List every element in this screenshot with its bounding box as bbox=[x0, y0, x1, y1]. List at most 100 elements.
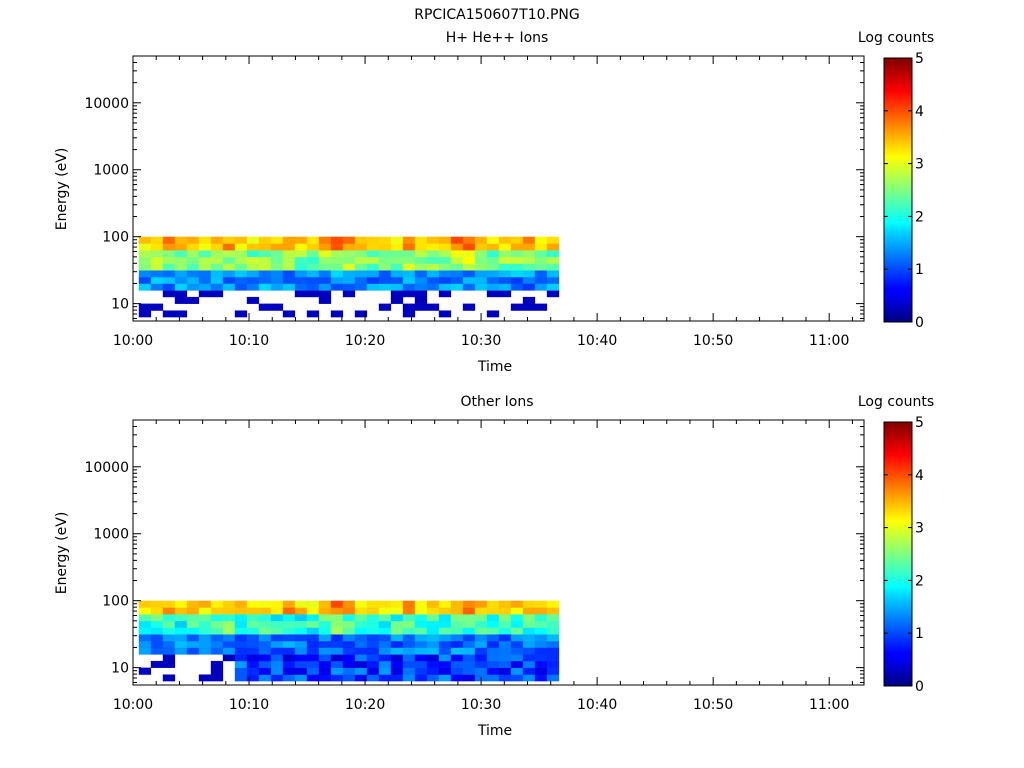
heatmap-cell bbox=[210, 620, 224, 628]
colorbar-gradient bbox=[883, 57, 913, 323]
heatmap-cell bbox=[186, 614, 200, 622]
heatmap-cell bbox=[258, 634, 272, 642]
heatmap-cell bbox=[366, 667, 380, 675]
heatmap-cell bbox=[210, 667, 224, 675]
heatmap-cell bbox=[486, 263, 500, 271]
heatmap-cell bbox=[150, 256, 164, 264]
colorbar-gradient bbox=[883, 421, 913, 687]
heatmap-cell bbox=[318, 283, 332, 291]
x-tick-label: 10:00 bbox=[113, 697, 153, 713]
heatmap-cell bbox=[318, 660, 332, 668]
heatmap-cell bbox=[462, 250, 476, 258]
heatmap-cell bbox=[246, 296, 260, 304]
heatmap-cell bbox=[306, 276, 320, 284]
heatmap-cell bbox=[522, 654, 536, 662]
heatmap-cell bbox=[402, 647, 416, 655]
heatmap-cell bbox=[426, 607, 440, 615]
heatmap-cell bbox=[210, 627, 224, 635]
heatmap-cell bbox=[198, 276, 212, 284]
heatmap-cell bbox=[222, 614, 236, 622]
heatmap-cell bbox=[138, 647, 152, 655]
heatmap-cell bbox=[330, 640, 344, 648]
heatmap-cell bbox=[390, 627, 404, 635]
heatmap-cell bbox=[522, 236, 536, 244]
heatmap-cell bbox=[186, 250, 200, 258]
heatmap-cell bbox=[390, 270, 404, 278]
heatmap-cell bbox=[450, 283, 464, 291]
heatmap-cell bbox=[474, 270, 488, 278]
heatmap-cell bbox=[174, 647, 188, 655]
heatmap-cell bbox=[294, 256, 308, 264]
colorbar-tick-label: 0 bbox=[915, 679, 924, 695]
heatmap-cell bbox=[282, 667, 296, 675]
heatmap-cell bbox=[450, 276, 464, 284]
heatmap-cell bbox=[498, 283, 512, 291]
heatmap-cell bbox=[306, 250, 320, 258]
heatmap-cell bbox=[294, 634, 308, 642]
heatmap-cell bbox=[186, 243, 200, 251]
heatmap-cell bbox=[234, 640, 248, 648]
heatmap-cell bbox=[390, 600, 404, 608]
heatmap-cell bbox=[546, 667, 560, 675]
heatmap-cell bbox=[378, 660, 392, 668]
heatmap-cell bbox=[318, 627, 332, 635]
heatmap-cell bbox=[390, 256, 404, 264]
heatmap-cell bbox=[198, 620, 212, 628]
heatmap-cell bbox=[510, 660, 524, 668]
heatmap-cell bbox=[414, 674, 428, 682]
colorbar: 0 1 2 3 4 5 Log counts bbox=[858, 394, 934, 695]
heatmap-cell bbox=[198, 634, 212, 642]
heatmap-cell bbox=[258, 283, 272, 291]
heatmap-cell bbox=[510, 283, 524, 291]
y-tick-label: 10000 bbox=[84, 96, 129, 112]
heatmap-cell bbox=[318, 640, 332, 648]
x-tick-label: 10:20 bbox=[345, 697, 385, 713]
heatmap-cell bbox=[186, 640, 200, 648]
heatmap-cell bbox=[318, 674, 332, 682]
heatmap-cell bbox=[486, 276, 500, 284]
heatmap-cell bbox=[522, 620, 536, 628]
heatmap-cell bbox=[546, 600, 560, 608]
heatmap-cell bbox=[150, 647, 164, 655]
heatmap-cell bbox=[270, 674, 284, 682]
heatmap-cell bbox=[390, 674, 404, 682]
heatmap-cell bbox=[534, 654, 548, 662]
heatmap-cell bbox=[186, 620, 200, 628]
heatmap-cell bbox=[270, 654, 284, 662]
heatmap-cell bbox=[222, 640, 236, 648]
heatmap-cell bbox=[414, 640, 428, 648]
heatmap-cell bbox=[522, 270, 536, 278]
heatmap-cell bbox=[210, 600, 224, 608]
heatmap-cell bbox=[186, 263, 200, 271]
heatmap-cell bbox=[426, 654, 440, 662]
heatmap-cell bbox=[462, 303, 476, 311]
heatmap-cell bbox=[234, 250, 248, 258]
heatmap-cell bbox=[294, 647, 308, 655]
heatmap-cell bbox=[366, 276, 380, 284]
heatmap-cell bbox=[138, 634, 152, 642]
heatmap-cell bbox=[318, 600, 332, 608]
heatmap-cell bbox=[414, 290, 428, 298]
heatmap-cell bbox=[522, 667, 536, 675]
heatmap-cell bbox=[522, 647, 536, 655]
heatmap-cell bbox=[534, 627, 548, 635]
heatmap-cell bbox=[486, 620, 500, 628]
heatmap-cell bbox=[462, 283, 476, 291]
heatmap-cell bbox=[390, 660, 404, 668]
heatmap-cell bbox=[534, 674, 548, 682]
heatmap-cell bbox=[366, 647, 380, 655]
colorbar-tick-label: 1 bbox=[915, 262, 924, 278]
heatmap-cell bbox=[390, 276, 404, 284]
colorbar-ticks: 0 1 2 3 4 5 bbox=[884, 415, 924, 695]
heatmap-cell bbox=[402, 667, 416, 675]
heatmap-cell bbox=[258, 667, 272, 675]
heatmap-cell bbox=[342, 674, 356, 682]
heatmap-cell bbox=[366, 243, 380, 251]
x-tick-label: 10:20 bbox=[345, 333, 385, 349]
heatmap-cell bbox=[546, 243, 560, 251]
heatmap-cell bbox=[294, 674, 308, 682]
heatmap-cell bbox=[510, 276, 524, 284]
heatmap-cell bbox=[306, 660, 320, 668]
heatmap-cell bbox=[306, 243, 320, 251]
